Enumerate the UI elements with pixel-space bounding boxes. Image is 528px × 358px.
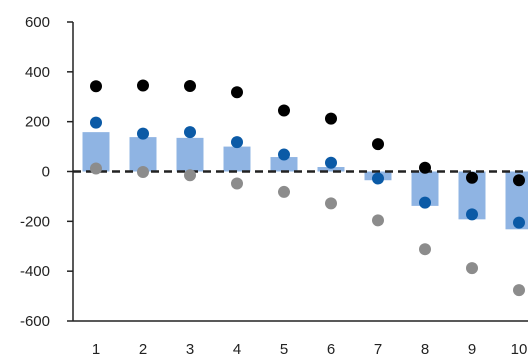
point-s2-10 (513, 174, 525, 187)
point-s3-4 (231, 177, 243, 190)
x-tick-label: 9 (468, 341, 476, 358)
y-tick-label: -600 (20, 313, 50, 330)
point-s1-3 (184, 126, 196, 139)
point-s3-1 (90, 162, 102, 175)
x-tick-label: 5 (280, 341, 288, 358)
point-s3-6 (325, 197, 337, 210)
x-tick-label: 6 (327, 341, 335, 358)
point-s2-3 (184, 80, 196, 93)
point-s1-1 (90, 116, 102, 129)
point-s1-8 (419, 196, 431, 209)
point-s1-7 (372, 172, 384, 185)
y-ticks: 600 400 200 0 -200 -400 -600 (20, 14, 73, 330)
point-s3-8 (419, 243, 431, 256)
point-s2-5 (278, 104, 290, 117)
bar-6 (317, 167, 345, 172)
x-tick-label: 7 (374, 341, 382, 358)
bar-10 (505, 171, 528, 230)
point-s3-2 (137, 165, 149, 178)
point-s2-6 (325, 112, 337, 125)
x-tick-label: 1 (92, 341, 100, 358)
y-tick-label: 0 (42, 164, 50, 181)
point-s3-5 (278, 185, 290, 198)
point-s2-8 (419, 161, 431, 174)
bars-layer (82, 132, 528, 230)
bar-2 (129, 137, 157, 172)
y-tick-label: 400 (25, 64, 50, 81)
y-tick-label: 600 (25, 14, 50, 31)
point-s2-2 (137, 79, 149, 92)
x-tick-label: 10 (511, 341, 528, 358)
y-tick-label: 200 (25, 114, 50, 131)
bar-4 (223, 146, 251, 172)
point-s3-7 (372, 214, 384, 227)
point-s1-2 (137, 127, 149, 140)
x-ticks: 1 2 3 4 5 6 7 8 9 10 (92, 341, 528, 358)
point-s2-4 (231, 86, 243, 99)
y-tick-label: -200 (20, 213, 50, 230)
bar-3 (176, 137, 204, 172)
point-s3-3 (184, 169, 196, 182)
y-tick-label: -400 (20, 263, 50, 280)
bar-5 (270, 157, 298, 172)
x-tick-label: 8 (421, 341, 429, 358)
x-tick-label: 4 (233, 341, 241, 358)
point-s1-6 (325, 156, 337, 169)
point-s2-9 (466, 171, 478, 184)
point-s3-9 (466, 262, 478, 275)
point-s3-10 (513, 284, 525, 297)
point-s1-5 (278, 148, 290, 161)
point-s2-1 (90, 80, 102, 93)
point-s1-4 (231, 136, 243, 149)
dots-layer (90, 79, 525, 297)
point-s1-9 (466, 208, 478, 221)
point-s2-7 (372, 138, 384, 151)
point-s1-10 (513, 216, 525, 229)
x-tick-label: 3 (186, 341, 194, 358)
x-tick-label: 2 (139, 341, 147, 358)
